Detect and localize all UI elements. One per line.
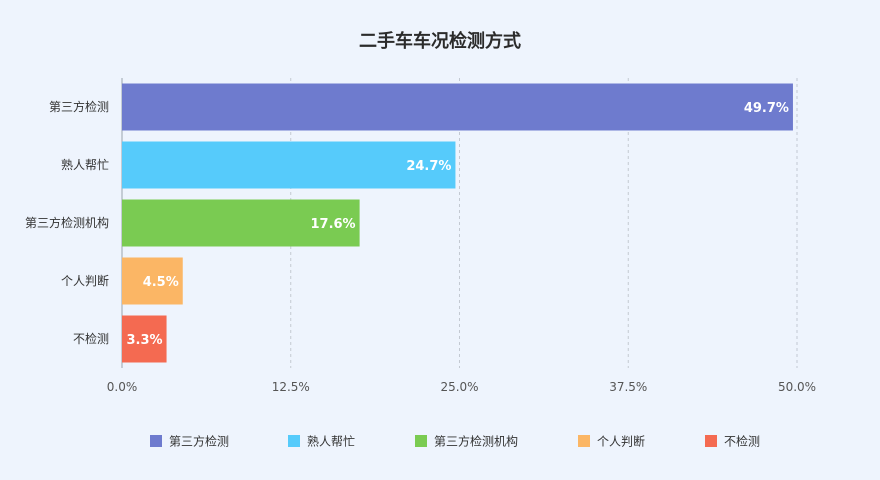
x-tick-label: 37.5%: [609, 380, 647, 394]
legend-label: 第三方检测: [169, 434, 229, 449]
legend-swatch: [578, 435, 590, 447]
chart-title: 二手车车况检测方式: [359, 30, 521, 52]
x-axis-ticks: 0.0% 12.5% 25.0% 37.5% 50.0%: [107, 380, 816, 394]
bar: [122, 257, 183, 305]
legend-label: 熟人帮忙: [307, 434, 355, 449]
bar: [122, 315, 167, 363]
bar-value-label: 24.7%: [406, 159, 451, 174]
x-tick-label: 0.0%: [107, 380, 138, 394]
legend-swatch: [150, 435, 162, 447]
y-category-label: 第三方检测机构: [25, 215, 109, 230]
bar-value-label: 49.7%: [744, 101, 789, 116]
x-tick-label: 12.5%: [272, 380, 310, 394]
legend-item[interactable]: 熟人帮忙: [288, 434, 355, 449]
legend-label: 不检测: [724, 434, 760, 449]
y-category-label: 熟人帮忙: [61, 157, 109, 172]
bar-value-label: 17.6%: [310, 217, 355, 232]
legend-item[interactable]: 第三方检测: [150, 434, 229, 449]
legend-swatch: [415, 435, 427, 447]
x-tick-label: 50.0%: [778, 380, 816, 394]
legend-item[interactable]: 不检测: [705, 434, 760, 449]
legend-label: 第三方检测机构: [434, 434, 518, 449]
y-category-label: 不检测: [73, 331, 109, 346]
legend-label: 个人判断: [597, 434, 645, 449]
legend: 第三方检测 熟人帮忙 第三方检测机构 个人判断 不检测: [150, 434, 760, 449]
y-category-label: 个人判断: [61, 273, 109, 288]
legend-item[interactable]: 个人判断: [578, 434, 645, 449]
bar-value-label: 4.5%: [143, 275, 179, 290]
x-tick-label: 25.0%: [440, 380, 478, 394]
legend-item[interactable]: 第三方检测机构: [415, 434, 518, 449]
bar: [122, 199, 360, 247]
y-category-label: 第三方检测: [49, 99, 109, 114]
bar-value-label: 3.3%: [126, 333, 162, 348]
legend-swatch: [705, 435, 717, 447]
bar: [122, 83, 793, 131]
bar: [122, 141, 456, 189]
bars: 49.7% 24.7% 17.6% 4.5% 3.3%: [122, 83, 793, 363]
legend-swatch: [288, 435, 300, 447]
